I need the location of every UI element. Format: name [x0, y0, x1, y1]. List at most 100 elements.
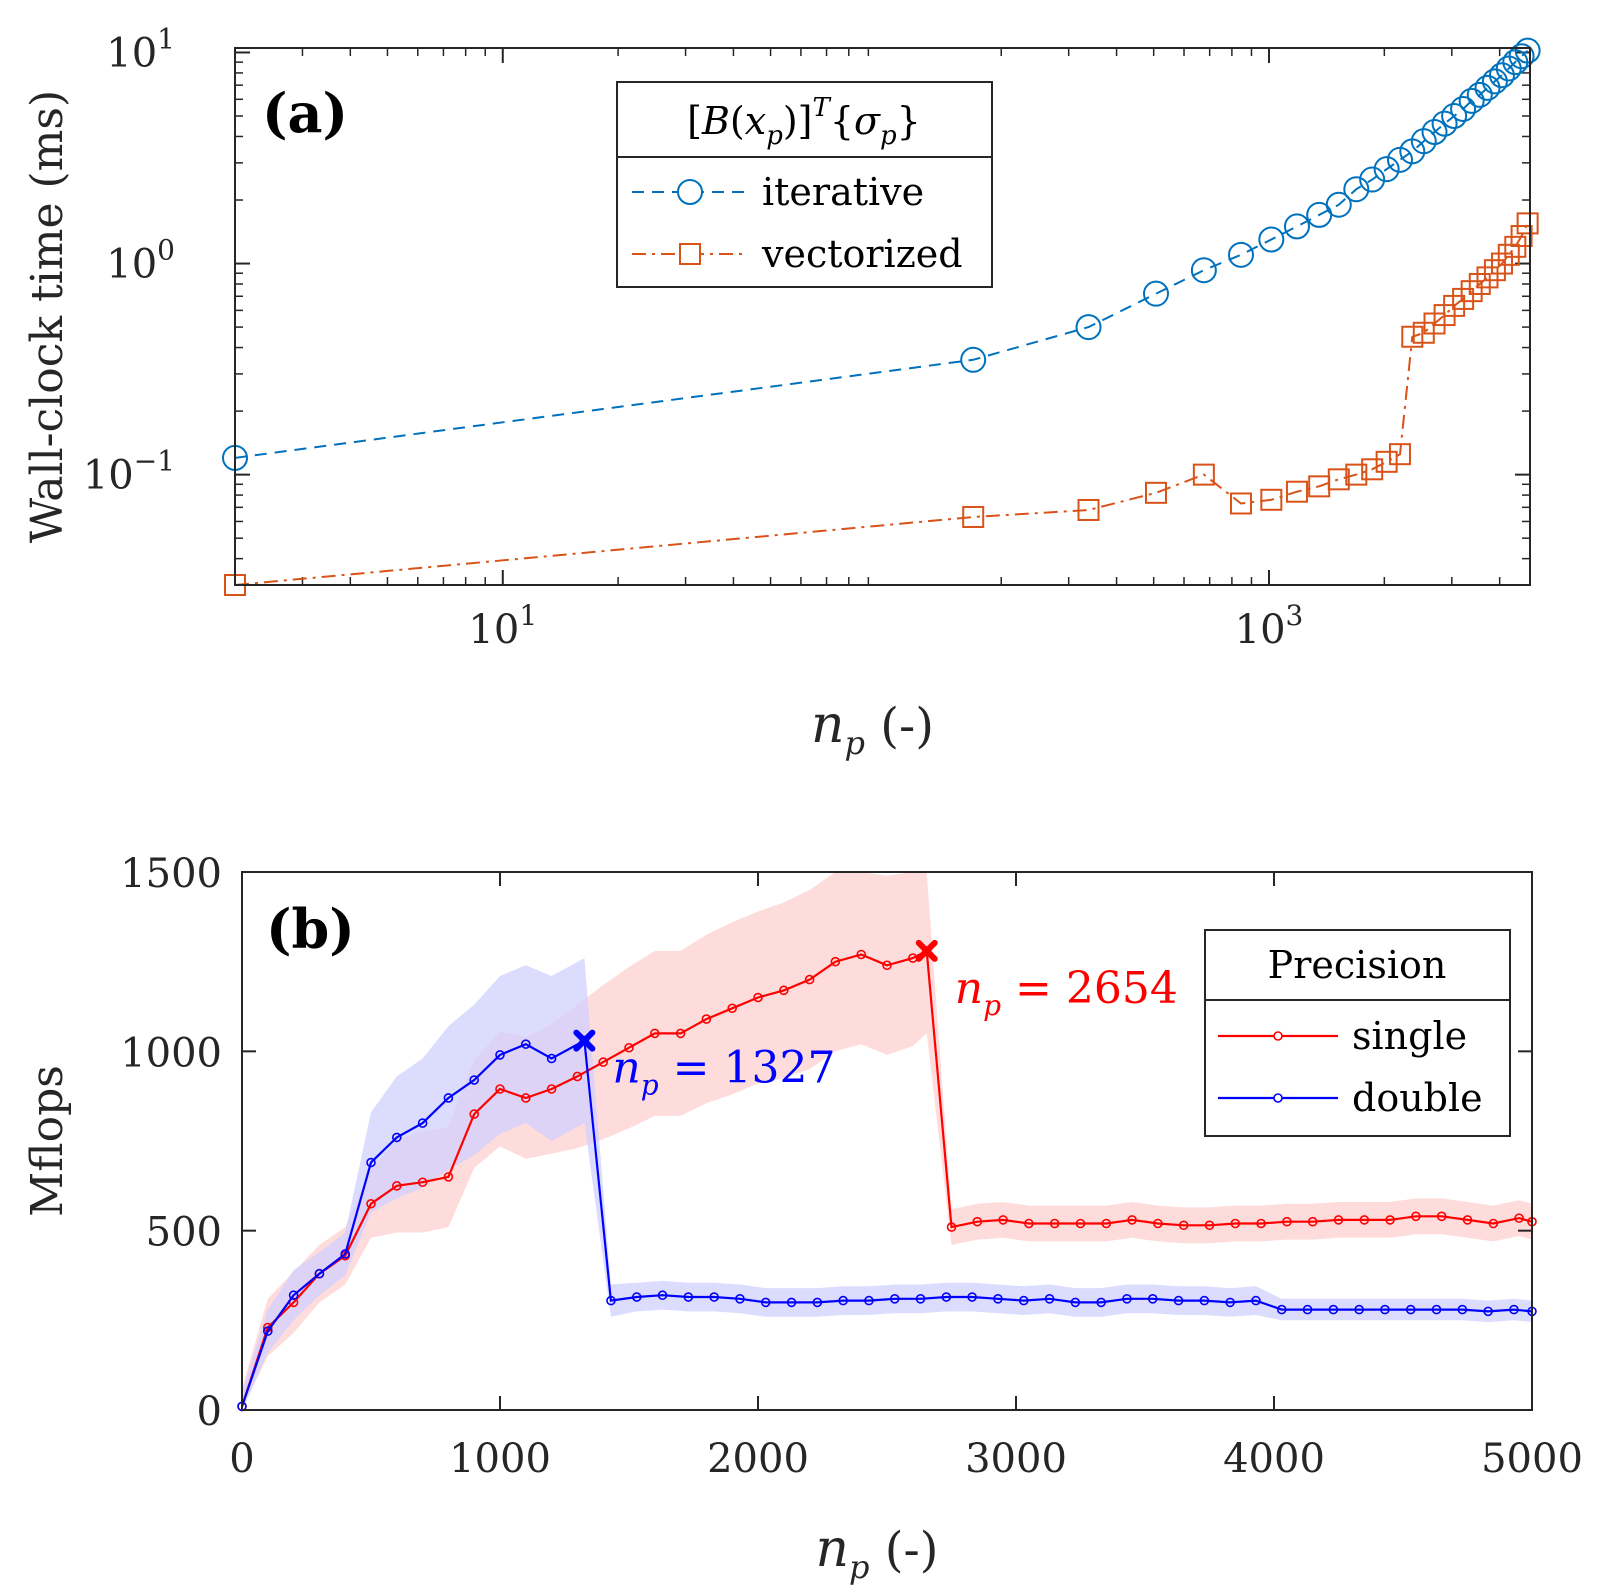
data-point-single: [1436, 1211, 1447, 1222]
data-point-single: [1385, 1215, 1395, 1225]
data-point-single: [1127, 1215, 1137, 1225]
data-point-double: [288, 1290, 299, 1301]
data-point-single: [1178, 1220, 1189, 1231]
data-point-iterative: [960, 346, 987, 373]
data-point-double: [1302, 1304, 1313, 1315]
data-point-iterative: [1373, 156, 1400, 183]
data-point-double: [1457, 1304, 1468, 1315]
data-point-single: [882, 960, 892, 971]
data-point-vectorized: [1476, 266, 1499, 289]
data-point-single: [804, 974, 815, 985]
data-point-single: [1049, 1218, 1060, 1229]
data-point-single: [1024, 1218, 1034, 1229]
peak-marker: [915, 939, 938, 962]
data-point-double: [391, 1132, 402, 1143]
data-point-iterative: [1481, 68, 1508, 95]
data-point-double: [606, 1295, 616, 1306]
data-point-single: [1333, 1215, 1344, 1225]
legend-a: [B(xp)]T{σp} iterative vectorized: [616, 81, 993, 288]
x-tick-label: 2000: [707, 1436, 809, 1482]
plot-area-frame: [241, 871, 1533, 1411]
data-point-single: [701, 1014, 712, 1024]
peak-annotation: np = 1327: [612, 1043, 835, 1102]
x-tick-label: 5000: [1481, 1436, 1583, 1482]
data-point-iterative: [1514, 37, 1541, 64]
data-point-single: [572, 1071, 583, 1082]
data-point-double: [1380, 1304, 1390, 1315]
data-point-double: [709, 1292, 719, 1302]
data-point-single: [856, 949, 867, 960]
data-point-single: [1307, 1216, 1318, 1227]
data-point-iterative: [1075, 314, 1102, 341]
y-tick-label: 500: [146, 1210, 222, 1256]
data-point-single: [1101, 1218, 1112, 1229]
x-tick-label: 103: [1235, 599, 1304, 653]
x-tick-label: 4000: [1223, 1436, 1325, 1482]
data-point-single: [1075, 1218, 1086, 1229]
data-point-vectorized: [1490, 252, 1513, 275]
data-point-single: [1514, 1213, 1524, 1223]
data-point-single: [443, 1172, 454, 1182]
data-point-iterative: [1343, 176, 1370, 203]
series-line-vectorized: [234, 222, 1529, 586]
data-point-single: [391, 1181, 402, 1191]
legend-entry-iterative: iterative: [762, 170, 924, 214]
legend-frame: [1204, 929, 1511, 1137]
data-point-iterative: [1190, 257, 1217, 284]
data-point-double: [1483, 1306, 1493, 1317]
data-point-vectorized: [1260, 488, 1283, 511]
y-tick-label: 0: [197, 1389, 222, 1435]
data-point-single: [1256, 1218, 1266, 1229]
data-point-vectorized: [1516, 212, 1539, 235]
data-point-double: [1096, 1297, 1106, 1308]
data-point-vectorized: [1401, 325, 1424, 348]
series-line-single: [240, 949, 1533, 1407]
data-point-double: [941, 1292, 952, 1302]
data-point-single: [998, 1215, 1008, 1225]
data-point-iterative: [1441, 103, 1468, 130]
data-point-iterative: [1227, 241, 1254, 268]
data-point-vectorized: [1077, 498, 1100, 521]
data-point-iterative: [1283, 213, 1310, 240]
data-point-double: [1276, 1304, 1287, 1315]
data-point-single: [1204, 1220, 1215, 1231]
data-point-iterative: [1488, 62, 1515, 89]
plot-area-frame: [234, 47, 1531, 586]
data-point-iterative: [1474, 74, 1501, 101]
data-point-double: [1122, 1294, 1132, 1304]
data-point-single: [946, 1222, 957, 1232]
data-point-iterative: [1431, 110, 1458, 137]
data-point-double: [1405, 1304, 1416, 1315]
legend-entry-double: double: [1352, 1076, 1483, 1120]
peak-annotation: np = 2654: [955, 963, 1178, 1022]
legend-marker-double: [1273, 1093, 1283, 1103]
data-point-double: [1199, 1295, 1210, 1306]
data-point-double: [657, 1290, 668, 1301]
legend-entry-single: single: [1352, 1014, 1467, 1058]
data-point-double: [631, 1292, 642, 1302]
data-point-single: [727, 1003, 738, 1014]
legend-marker-single: [1273, 1031, 1283, 1041]
data-point-double: [683, 1292, 694, 1302]
data-point-double: [864, 1295, 874, 1306]
data-point-single: [469, 1109, 480, 1119]
data-point-double: [760, 1297, 771, 1308]
data-point-double: [366, 1157, 376, 1168]
data-point-vectorized: [1375, 450, 1398, 473]
x-tick-label: 3000: [965, 1436, 1067, 1482]
data-point-double: [262, 1326, 273, 1336]
legend-entry-vectorized: vectorized: [761, 232, 963, 276]
x-tick-label: 0: [229, 1436, 254, 1482]
data-point-double: [1044, 1294, 1055, 1304]
data-point-single: [675, 1028, 686, 1039]
data-point-double: [1328, 1304, 1339, 1315]
data-point-single: [1462, 1215, 1473, 1225]
x-tick-label: 1000: [449, 1436, 551, 1482]
legend-marker-vectorized: [679, 243, 701, 265]
panel-label-b: (b): [266, 897, 355, 961]
data-point-single: [778, 985, 789, 996]
data-point-double: [889, 1294, 900, 1304]
data-point-vectorized: [1510, 225, 1533, 248]
data-point-double: [443, 1093, 454, 1103]
